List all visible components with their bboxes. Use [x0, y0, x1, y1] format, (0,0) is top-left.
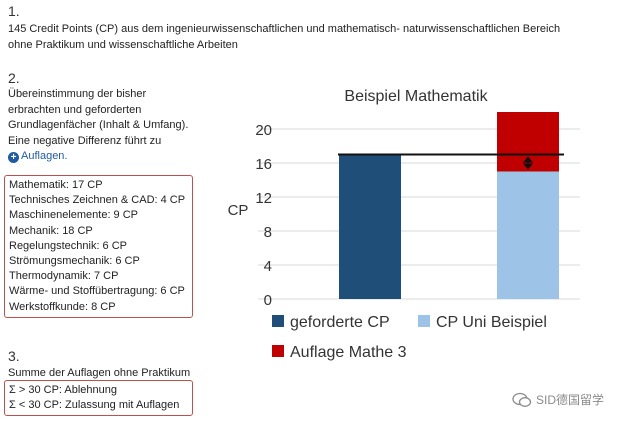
subject-item: Mechanik: 18 CP: [9, 224, 93, 237]
section-3-number: 3.: [8, 348, 20, 364]
legend-swatch: [272, 315, 284, 327]
rule-reject: Σ > 30 CP: Ablehnung: [9, 384, 118, 396]
arrow-head-down: [523, 163, 533, 170]
plus-circle-icon: +: [8, 152, 19, 163]
subject-item: Werkstoffkunde: 8 CP: [9, 300, 116, 313]
y-tick-label: 20: [255, 122, 272, 139]
legend-swatch: [272, 345, 284, 357]
arrow-head-up: [523, 156, 533, 163]
auflagen-link[interactable]: + Auflagen.: [8, 149, 188, 165]
wechat-icon: [512, 392, 532, 407]
section-3-heading: Summe der Auflagen ohne Praktikum: [8, 367, 191, 379]
section-1-text: 145 Credit Points (CP) aus dem ingenieur…: [8, 22, 560, 53]
y-axis-label: CP: [228, 202, 249, 219]
rule-admit: Σ < 30 CP: Zulassung mit Auflagen: [9, 399, 180, 412]
subject-item: Maschinenelemente: 9 CP: [9, 209, 139, 222]
subject-item: Thermodynamik: 7 CP: [9, 270, 119, 283]
rules-box: Σ > 30 CP: Ablehnung Σ < 30 CP: Zulassun…: [4, 380, 193, 416]
y-tick-label: 8: [264, 224, 272, 241]
legend-label: geforderte CP: [290, 314, 390, 331]
subject-item: Wärme- und Stoffübertragung: 6 CP: [9, 285, 185, 298]
subject-item: Technisches Zeichnen & CAD: 4 CP: [9, 194, 186, 207]
y-tick-label: 16: [255, 156, 272, 173]
subject-item: Strömungsmechanik: 6 CP: [9, 255, 140, 268]
section-1-line-2: ohne Praktikum und wissenschaftliche Arb…: [8, 38, 238, 51]
section-2-line-4: Eine negative Differenz führt zu: [8, 134, 162, 147]
chart-title: Beispiel Mathematik: [344, 88, 488, 105]
section-1-number: 1.: [8, 3, 20, 19]
y-tick-label: 0: [264, 292, 272, 309]
legend-label: Auflage Mathe 3: [290, 344, 407, 361]
section-2-text: Übereinstimmung der bisher erbrachten un…: [8, 87, 188, 165]
y-tick-label: 4: [264, 258, 272, 275]
bar-geforderte-cp: [339, 154, 401, 299]
y-tick-label: 12: [255, 190, 272, 207]
section-2-number: 2.: [8, 70, 20, 86]
watermark-text: SID德国留学: [536, 393, 605, 407]
section-2-line-1: Übereinstimmung der bisher: [8, 88, 147, 100]
section-2-line-3: Grundlagenfächer (Inhalt & Umfang).: [8, 119, 189, 131]
legend-swatch: [418, 315, 430, 327]
legend-label: CP Uni Beispiel: [436, 314, 547, 331]
subject-item: Mathematik: 17 CP: [9, 179, 103, 191]
watermark: SID德国留学: [512, 391, 604, 408]
section-2-line-2: erbrachten und geforderten: [8, 103, 142, 116]
auflagen-link-label[interactable]: Auflagen.: [21, 150, 68, 162]
subjects-box: Mathematik: 17 CP Technisches Zeichnen &…: [4, 175, 193, 318]
section-1-line-1: 145 Credit Points (CP) aus dem ingenieur…: [8, 23, 561, 35]
subject-item: Regelungstechnik: 6 CP: [9, 239, 128, 252]
bar-cp-uni-beispiel: [497, 171, 559, 299]
